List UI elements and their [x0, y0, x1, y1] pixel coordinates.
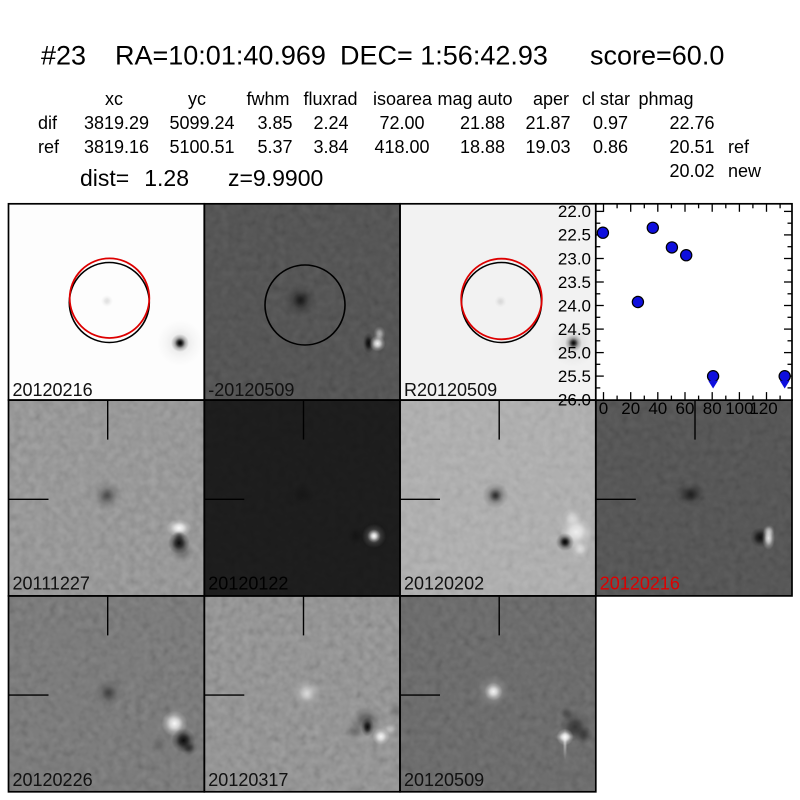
- svg-text:2.24: 2.24: [313, 113, 348, 133]
- svg-text:20: 20: [621, 399, 640, 418]
- svg-text:isoarea: isoarea: [373, 89, 433, 109]
- svg-text:22.0: 22.0: [558, 202, 591, 221]
- svg-text:0.97: 0.97: [593, 113, 628, 133]
- svg-text:80: 80: [703, 399, 722, 418]
- svg-text:19.03: 19.03: [525, 137, 570, 157]
- svg-text:25.0: 25.0: [558, 343, 591, 362]
- svg-text:score=60.0: score=60.0: [590, 41, 724, 71]
- svg-text:60: 60: [676, 399, 695, 418]
- svg-text:-20120509: -20120509: [208, 380, 294, 400]
- svg-text:new: new: [728, 161, 762, 181]
- svg-text:418.00: 418.00: [374, 137, 429, 157]
- svg-text:3.85: 3.85: [257, 113, 292, 133]
- svg-text:120: 120: [749, 399, 777, 418]
- svg-text:#23: #23: [41, 41, 86, 71]
- svg-text:26.0: 26.0: [558, 390, 591, 409]
- svg-text:1.28: 1.28: [144, 165, 189, 191]
- svg-text:20120226: 20120226: [13, 770, 93, 790]
- svg-text:cl star: cl star: [582, 89, 630, 109]
- svg-text:20120216: 20120216: [13, 380, 93, 400]
- svg-text:5.37: 5.37: [257, 137, 292, 157]
- svg-text:20111227: 20111227: [13, 574, 90, 594]
- svg-text:R20120509: R20120509: [404, 380, 497, 400]
- svg-text:xc: xc: [105, 89, 123, 109]
- svg-text:aper: aper: [533, 89, 569, 109]
- svg-text:20120216: 20120216: [600, 574, 680, 594]
- svg-text:0: 0: [599, 399, 608, 418]
- svg-text:23.5: 23.5: [558, 273, 591, 292]
- svg-text:18.88: 18.88: [460, 137, 505, 157]
- svg-text:3819.29: 3819.29: [84, 113, 149, 133]
- svg-text:5099.24: 5099.24: [169, 113, 234, 133]
- svg-text:20120509: 20120509: [404, 770, 484, 790]
- svg-text:20.51: 20.51: [669, 137, 714, 157]
- svg-text:40: 40: [648, 399, 667, 418]
- svg-text:22.5: 22.5: [558, 226, 591, 245]
- svg-text:ref: ref: [38, 137, 60, 157]
- svg-text:72.00: 72.00: [379, 113, 424, 133]
- svg-text:RA=10:01:40.969: RA=10:01:40.969: [115, 41, 326, 71]
- svg-text:z=9.9900: z=9.9900: [228, 165, 323, 191]
- svg-text:yc: yc: [188, 89, 206, 109]
- svg-text:3.84: 3.84: [313, 137, 348, 157]
- svg-text:ref: ref: [728, 137, 750, 157]
- svg-text:fwhm: fwhm: [246, 89, 289, 109]
- svg-text:21.87: 21.87: [525, 113, 570, 133]
- svg-text:20120317: 20120317: [208, 770, 288, 790]
- svg-text:phmag: phmag: [638, 89, 693, 109]
- svg-text:mag auto: mag auto: [437, 89, 512, 109]
- svg-text:20120202: 20120202: [404, 574, 484, 594]
- svg-text:20120122: 20120122: [208, 574, 288, 594]
- svg-text:24.5: 24.5: [558, 320, 591, 339]
- svg-text:21.88: 21.88: [460, 113, 505, 133]
- svg-text:23.0: 23.0: [558, 249, 591, 268]
- svg-text:5100.51: 5100.51: [169, 137, 234, 157]
- svg-text:25.5: 25.5: [558, 367, 591, 386]
- svg-text:22.76: 22.76: [669, 113, 714, 133]
- svg-text:100: 100: [725, 399, 753, 418]
- svg-text:20.02: 20.02: [669, 161, 714, 181]
- svg-text:DEC= 1:56:42.93: DEC= 1:56:42.93: [340, 41, 548, 71]
- svg-text:0.86: 0.86: [593, 137, 628, 157]
- svg-text:fluxrad: fluxrad: [303, 89, 357, 109]
- svg-text:3819.16: 3819.16: [84, 137, 149, 157]
- svg-text:dif: dif: [38, 113, 58, 133]
- svg-text:24.0: 24.0: [558, 296, 591, 315]
- svg-text:dist=: dist=: [80, 165, 129, 191]
